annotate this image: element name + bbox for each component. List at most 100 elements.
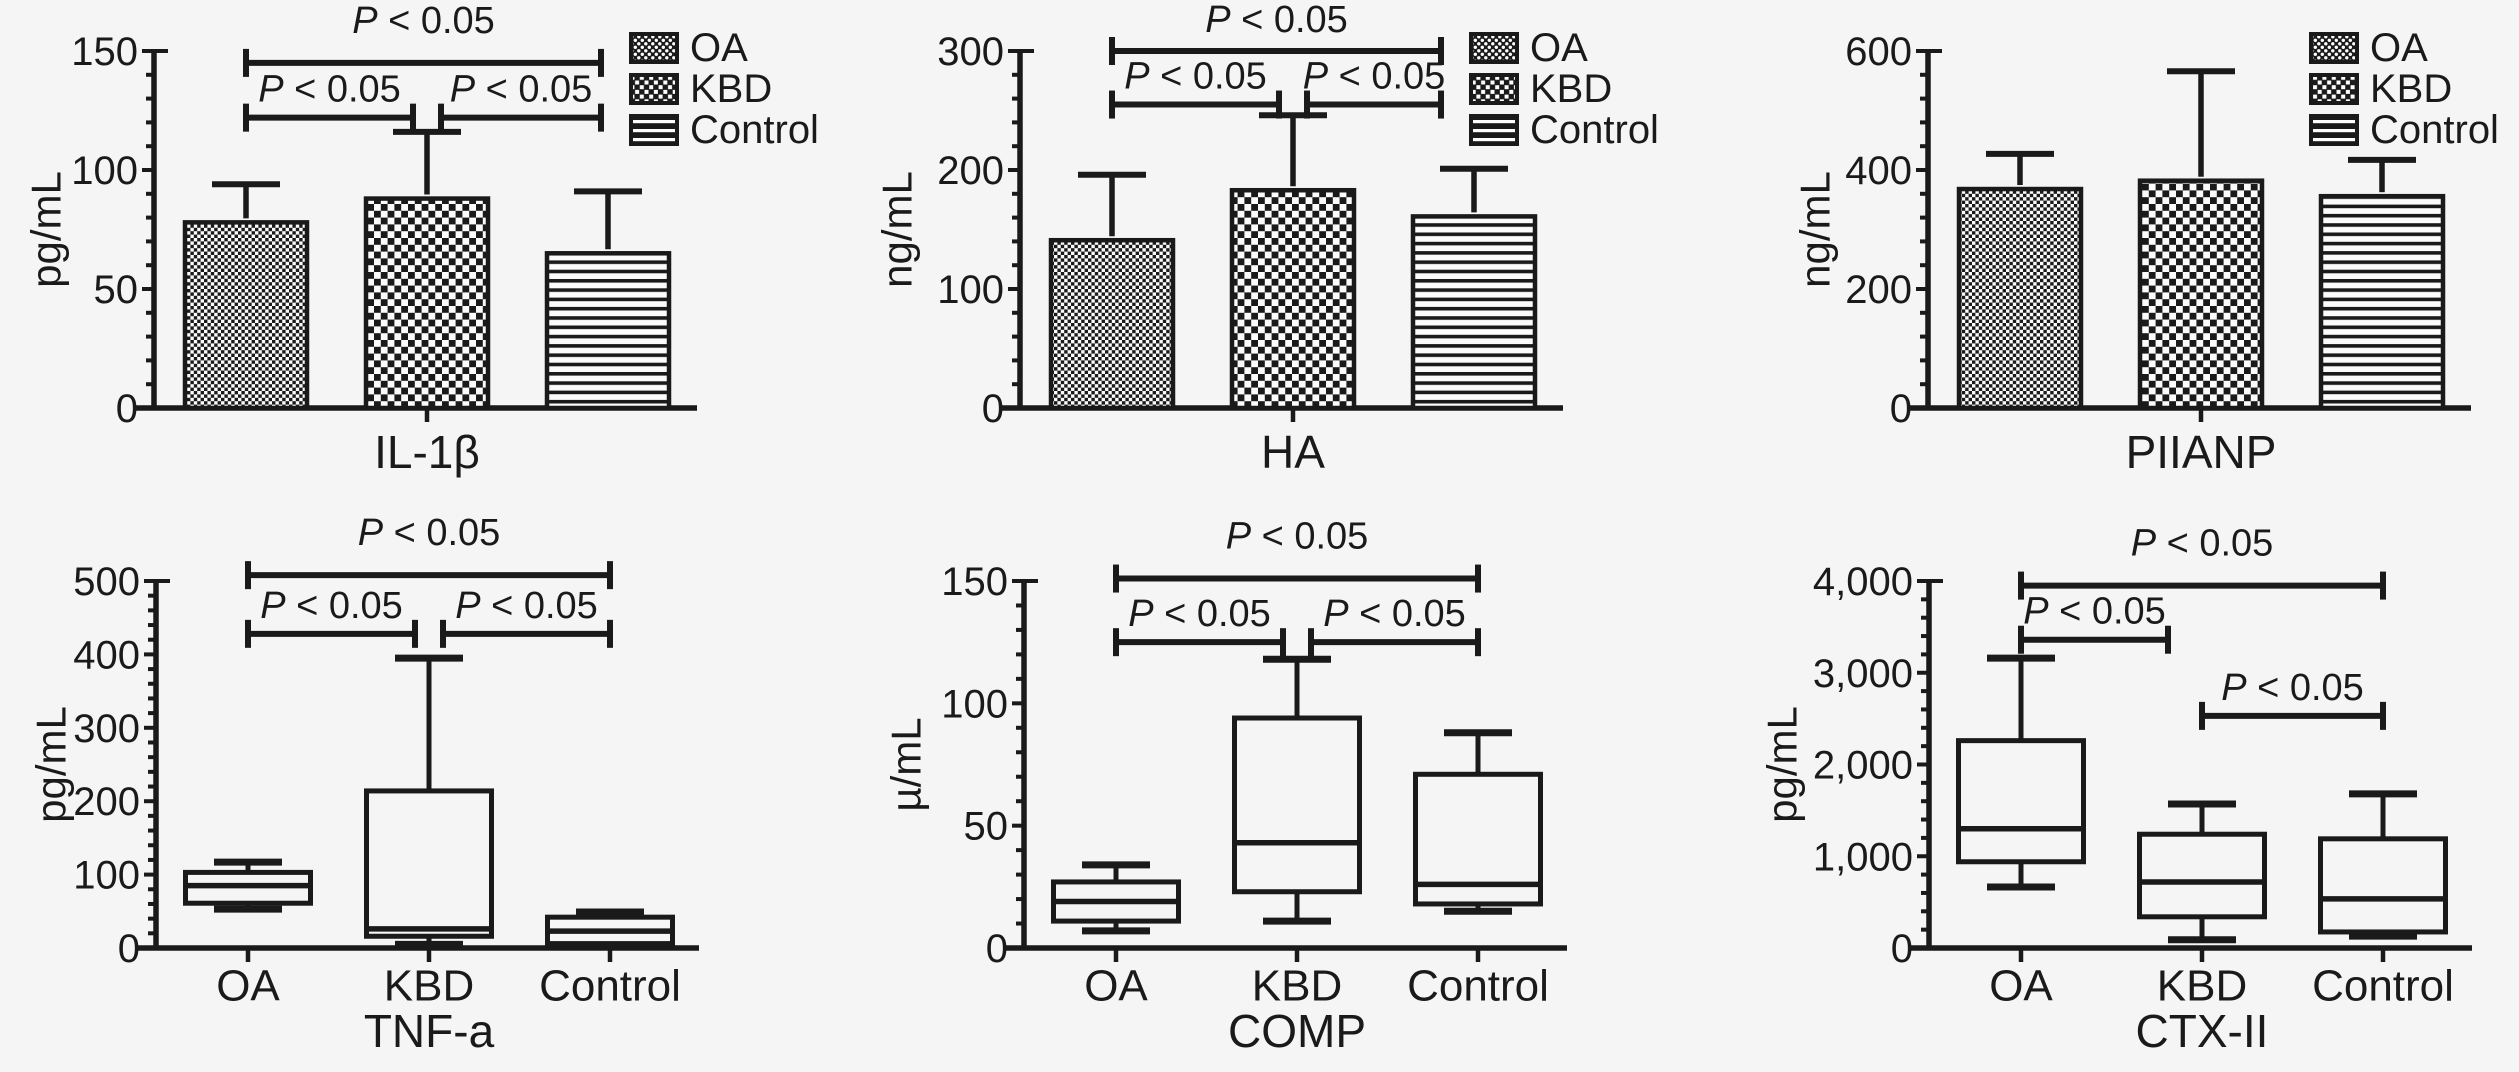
y-tick-label: 0 [118, 927, 140, 971]
significance-bracket: P < 0.05 [2018, 591, 2171, 654]
significance-bracket: P < 0.05 [2018, 523, 2386, 600]
significance-label: P < 0.05 [352, 0, 495, 42]
legend-label: OA [690, 26, 748, 70]
y-tick-label: 100 [937, 268, 1004, 312]
bar-rect [363, 196, 491, 411]
x-category-label: OA [1084, 962, 1148, 1011]
legend-label: Control [1530, 108, 1659, 152]
legend-item-Control: Control [629, 108, 819, 152]
legend-item-KBD: KBD [1469, 67, 1612, 111]
significance-bracket: P < 0.05 [243, 0, 604, 77]
y-axis-title: pg/mL [28, 706, 75, 823]
bar-OA [182, 181, 310, 411]
box-Control [2318, 790, 2448, 940]
axes: 0 100 200 300 400 500 [73, 560, 699, 971]
y-tick-label: 0 [982, 387, 1004, 431]
significance-label: P < 0.05 [450, 69, 593, 111]
bar-rect [1229, 187, 1357, 411]
legend-item-Control: Control [2309, 108, 2499, 152]
box-KBD [2137, 800, 2267, 944]
bar-rect [182, 220, 310, 411]
bar-OA [1956, 150, 2084, 411]
y-tick-label: 300 [73, 707, 140, 751]
panel-IL-1β: 0 50 100 150 pg/mL IL-1β P < 0.05 P < 0.05 P < 0… [23, 0, 819, 478]
y-tick-label: 600 [1845, 30, 1912, 74]
y-tick-label: 100 [941, 682, 1008, 726]
panel-COMP: 0 50 100 150 µ/mL OA KBD Control COMP P < 0.05 P <… [883, 516, 1567, 1057]
significance-bracket: P < 0.05 [1303, 56, 1445, 119]
legend-label: KBD [1530, 67, 1612, 111]
significance-bracket: P < 0.05 [1308, 593, 1481, 657]
significance-label: P < 0.05 [1205, 0, 1348, 41]
y-axis-title: ng/mL [874, 171, 921, 288]
x-category-label: Control [539, 962, 681, 1011]
panel-HA: 0 100 200 300 ng/mL HA P < 0.05 P < 0.05 P < 0.0… [874, 0, 1659, 478]
x-category-label: Control [2312, 962, 2454, 1011]
y-axis-title: µ/mL [883, 717, 930, 811]
box-Control [545, 908, 675, 951]
significance-label: P < 0.05 [260, 585, 403, 627]
panel-title: HA [1261, 426, 1325, 478]
legend-item-Control: Control [1469, 108, 1659, 152]
legend-label: KBD [2370, 67, 2452, 111]
box-KBD [1232, 655, 1362, 925]
box-rect [2137, 831, 2267, 920]
significance-label: P < 0.05 [2221, 667, 2364, 709]
y-tick-label: 150 [71, 30, 138, 74]
legend-label: OA [1530, 26, 1588, 70]
box-rect [1232, 715, 1362, 895]
bar-KBD [1229, 112, 1357, 411]
legend-item-OA: OA [1469, 26, 1588, 70]
significance-label: P < 0.05 [2131, 523, 2274, 565]
box-rect [2318, 836, 2448, 935]
y-tick-label: 0 [116, 387, 138, 431]
significance-bracket: P < 0.05 [1113, 593, 1286, 657]
y-tick-label: 200 [73, 780, 140, 824]
panel-title: TNF-a [364, 1005, 495, 1057]
x-category-label: KBD [1252, 962, 1342, 1011]
legend-swatch-fine-checker [2309, 32, 2359, 64]
legend-label: Control [690, 108, 819, 152]
axes: 0 50 100 150 [941, 560, 1567, 971]
y-tick-label: 150 [941, 560, 1008, 604]
y-tick-label: 0 [1890, 387, 1912, 431]
y-tick-label: 200 [1845, 268, 1912, 312]
significance-bracket: P < 0.05 [1113, 516, 1481, 593]
y-tick-label: 50 [964, 805, 1009, 849]
y-tick-label: 500 [73, 560, 140, 604]
y-tick-label: 2,000 [1813, 744, 1913, 788]
bar-KBD [363, 128, 491, 411]
y-tick-label: 100 [71, 149, 138, 193]
legend-swatch-fine-checker [629, 32, 679, 64]
x-category-label: OA [216, 962, 280, 1011]
box-KBD [364, 654, 494, 948]
box-rect [364, 788, 494, 939]
box-OA [1051, 861, 1181, 935]
y-tick-label: 400 [73, 633, 140, 677]
legend-item-KBD: KBD [629, 67, 772, 111]
x-category-label: Control [1407, 962, 1549, 1011]
y-tick-label: 400 [1845, 149, 1912, 193]
legend-swatch-horizontal-lines [2309, 114, 2359, 146]
legend-label: Control [2370, 108, 2499, 152]
y-tick-label: 1,000 [1813, 835, 1913, 879]
legend-label: OA [2370, 26, 2428, 70]
significance-bracket: P < 0.05 [2199, 667, 2386, 730]
y-tick-label: 3,000 [1813, 652, 1913, 696]
bar-rect [544, 251, 672, 411]
legend-label: KBD [690, 67, 772, 111]
legend-item-OA: OA [629, 26, 748, 70]
y-tick-label: 0 [1891, 927, 1913, 971]
significance-label: P < 0.05 [2023, 591, 2166, 633]
significance-bracket: P < 0.05 [1109, 56, 1282, 119]
y-tick-label: 4,000 [1813, 560, 1913, 604]
panel-TNF-a: 0 100 200 300 400 500 pg/mL OA KBD Control TNF-a P … [28, 512, 699, 1057]
panel-title: IL-1β [374, 426, 480, 478]
y-tick-label: 50 [94, 268, 139, 312]
legend-swatch-coarse-checker [629, 73, 679, 105]
significance-label: P < 0.05 [258, 69, 401, 111]
y-axis-title: pg/mL [23, 171, 70, 288]
